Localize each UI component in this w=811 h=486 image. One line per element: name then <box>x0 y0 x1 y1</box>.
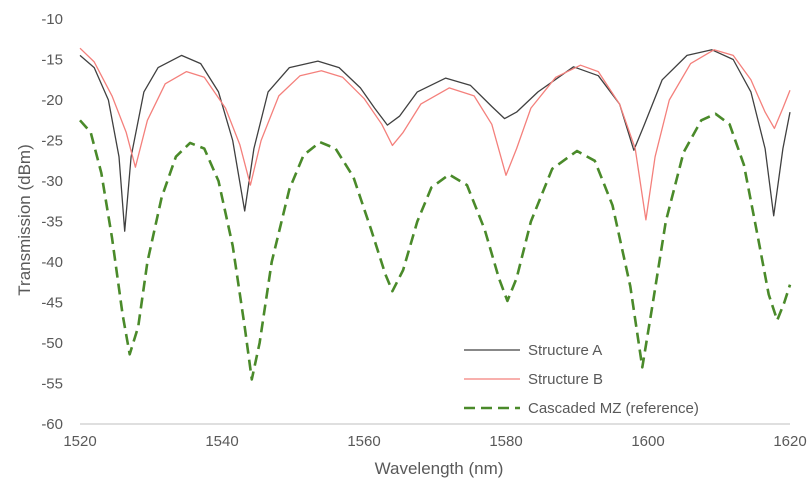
legend-label: Structure B <box>528 371 603 388</box>
y-tick-label: -40 <box>41 254 63 271</box>
series-line-3 <box>79 112 792 381</box>
y-tick-label: -25 <box>41 133 63 150</box>
y-tick-label: -35 <box>41 214 63 231</box>
series-line-1 <box>79 49 791 232</box>
x-tick-label: 1520 <box>63 433 96 450</box>
y-tick-label: -15 <box>41 52 63 69</box>
y-tick-label: -55 <box>41 376 63 393</box>
plot-area <box>79 47 792 381</box>
x-axis-ticks: 1520 1540 1560 1580 1600 1620 <box>63 433 806 450</box>
y-tick-label: -10 <box>41 11 63 28</box>
legend: Structure A Structure B Cascaded MZ (refer… <box>464 342 699 417</box>
x-tick-label: 1560 <box>347 433 380 450</box>
y-axis-title: Transmission (dBm) <box>15 144 34 295</box>
series-line-2 <box>79 47 791 221</box>
y-axis-ticks: -10 -15 -20 -25 -30 -35 -40 -45 -50 -55 -60 <box>41 11 63 433</box>
x-axis-title: Wavelength (nm) <box>375 459 504 478</box>
y-tick-label: -20 <box>41 92 63 109</box>
x-tick-label: 1600 <box>631 433 664 450</box>
y-tick-label: -50 <box>41 335 63 352</box>
x-tick-label: 1620 <box>773 433 806 450</box>
y-tick-label: -30 <box>41 173 63 190</box>
y-tick-label: -60 <box>41 416 63 433</box>
legend-label: Structure A <box>528 342 602 359</box>
x-tick-label: 1540 <box>205 433 238 450</box>
x-tick-label: 1580 <box>489 433 522 450</box>
y-tick-label: -45 <box>41 295 63 312</box>
legend-label: Cascaded MZ (reference) <box>528 400 699 417</box>
